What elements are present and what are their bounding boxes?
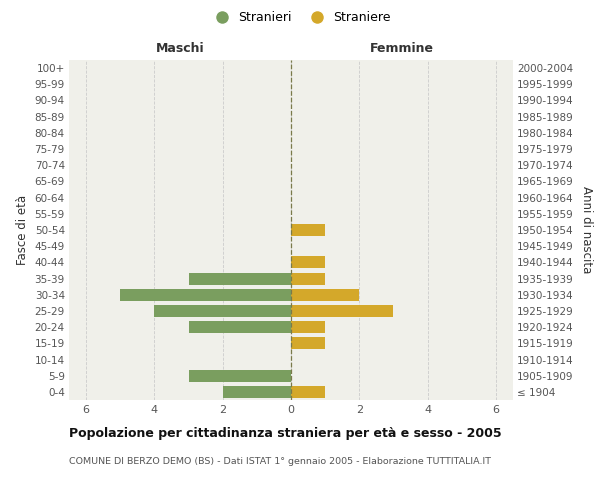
- Bar: [291, 224, 325, 236]
- Bar: [120, 288, 291, 301]
- Bar: [291, 288, 359, 301]
- Bar: [188, 272, 291, 284]
- Bar: [223, 386, 291, 398]
- Bar: [188, 370, 291, 382]
- Bar: [291, 338, 325, 349]
- Text: Femmine: Femmine: [370, 42, 434, 55]
- Bar: [291, 272, 325, 284]
- Y-axis label: Anni di nascita: Anni di nascita: [580, 186, 593, 274]
- Text: COMUNE DI BERZO DEMO (BS) - Dati ISTAT 1° gennaio 2005 - Elaborazione TUTTITALIA: COMUNE DI BERZO DEMO (BS) - Dati ISTAT 1…: [69, 458, 491, 466]
- Bar: [291, 305, 394, 317]
- Bar: [291, 256, 325, 268]
- Bar: [291, 321, 325, 333]
- Text: Popolazione per cittadinanza straniera per età e sesso - 2005: Popolazione per cittadinanza straniera p…: [69, 428, 502, 440]
- Y-axis label: Fasce di età: Fasce di età: [16, 195, 29, 265]
- Bar: [154, 305, 291, 317]
- Text: Maschi: Maschi: [155, 42, 205, 55]
- Bar: [291, 386, 325, 398]
- Legend: Stranieri, Straniere: Stranieri, Straniere: [205, 6, 395, 29]
- Bar: [188, 321, 291, 333]
